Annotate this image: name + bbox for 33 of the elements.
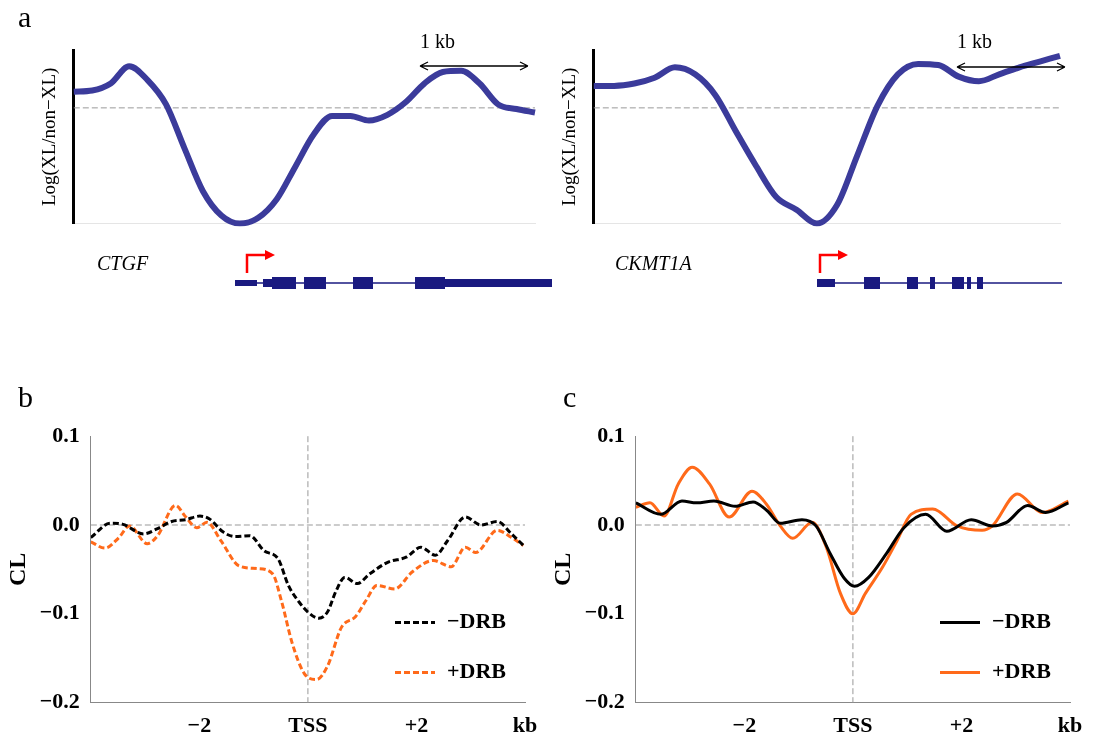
x-tick-label: kb [512,712,538,738]
x-tick-label: TSS [833,712,873,738]
x-tick-label: −2 [732,712,757,738]
x-tick-label: −2 [187,712,212,738]
chart-title: c [563,380,577,414]
y-tick-label: 0.0 [597,510,625,536]
legend-label: +DRB [447,658,507,684]
line-series [90,503,525,682]
legend-label: −DRB [447,608,507,634]
y-tick-label: −0.1 [39,599,80,625]
y-tick-label: −0.2 [584,688,625,714]
y-tick-label: −0.1 [584,599,625,625]
y-axis-title: Log(XL/non−XL) [38,67,61,207]
text: 1 kb [420,30,455,53]
text: CKMT1A [615,252,692,275]
y-axis-title: CL [548,552,575,587]
text: 1 kb [957,30,992,53]
y-tick-label: 0.1 [597,421,625,447]
y-axis-title: CL [3,552,30,587]
chart-title: b [18,380,33,414]
x-tick-label: +2 [404,712,429,738]
line-series [635,499,1070,588]
x-tick-label: +2 [949,712,974,738]
x-tick-label: kb [1057,712,1083,738]
y-axis-title: Log(XL/non−XL) [558,67,581,207]
legend-label: −DRB [992,608,1052,634]
legend-label: +DRB [992,658,1052,684]
y-tick-label: 0.1 [52,421,80,447]
x-tick-label: TSS [288,712,328,738]
text: CTGF [97,252,149,275]
y-tick-label: −0.2 [39,688,80,714]
y-tick-label: 0.0 [52,510,80,536]
chart-title: a [18,0,32,34]
